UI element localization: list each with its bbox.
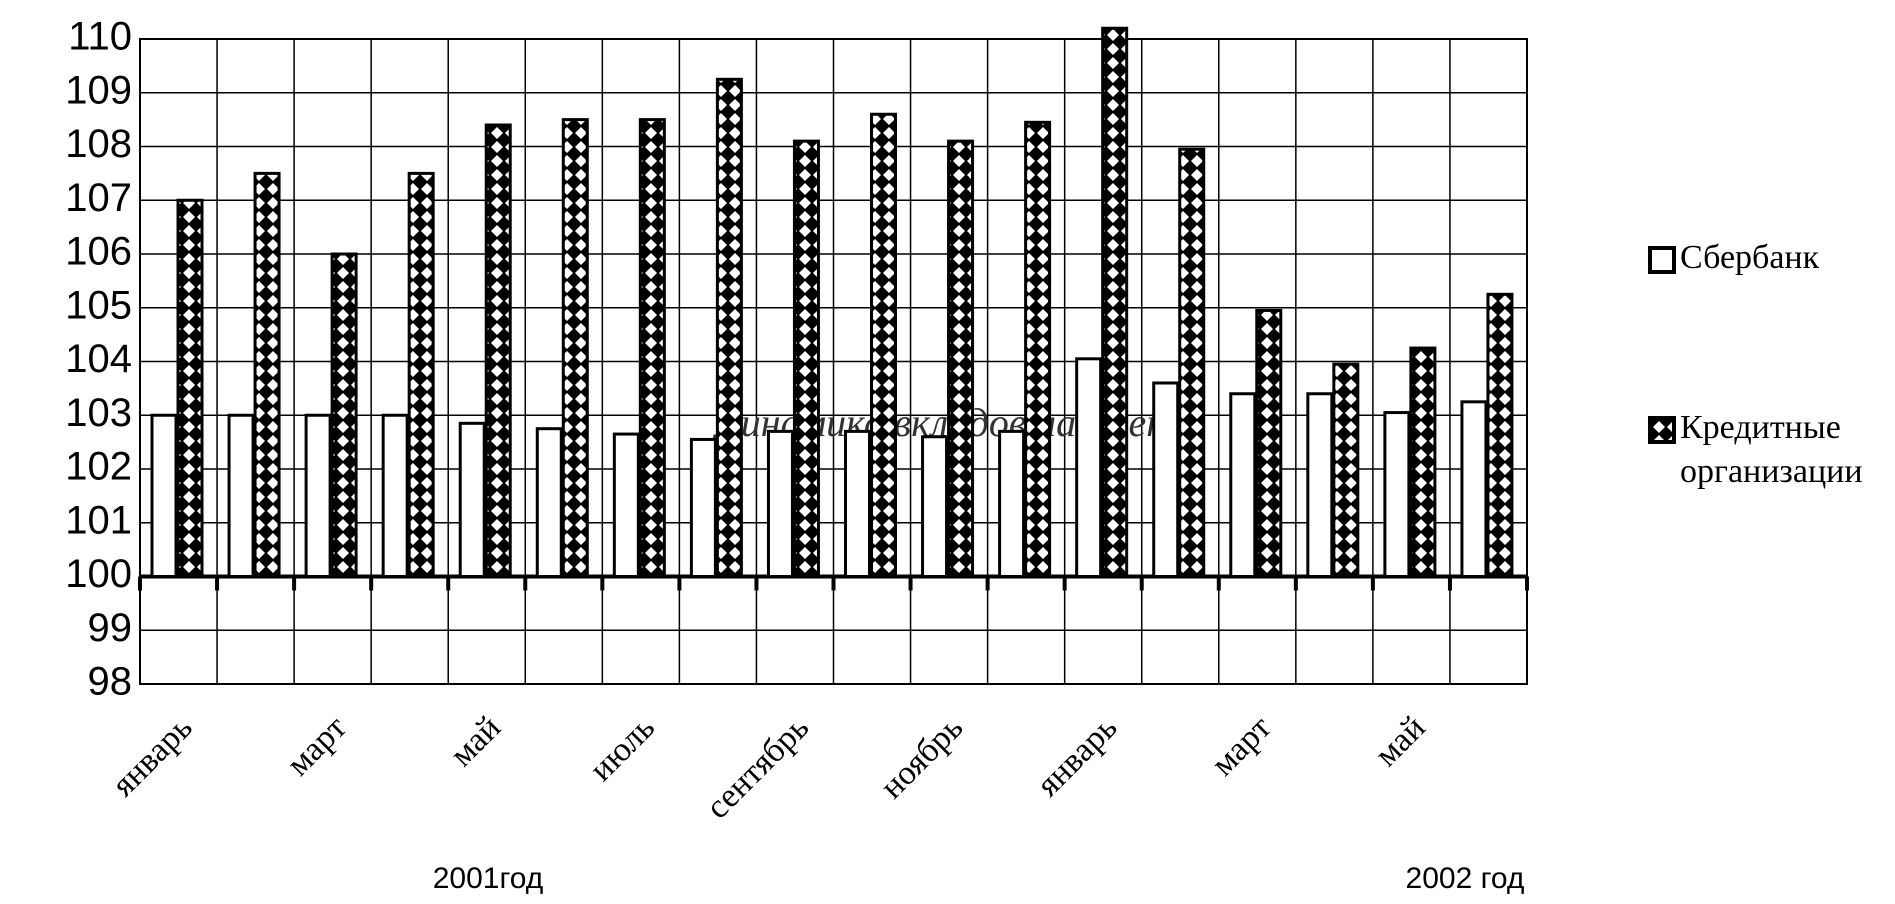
legend-swatch — [1648, 416, 1676, 444]
x-tick-label: март — [1204, 709, 1278, 783]
bar — [381, 413, 409, 578]
bar — [150, 413, 178, 578]
x-tick-label: март — [280, 709, 354, 783]
bar — [1024, 120, 1052, 578]
bar — [1255, 308, 1283, 578]
legend-label: Кредитные организации — [1680, 409, 1863, 490]
y-tick-label: 109 — [65, 68, 132, 112]
bar — [304, 413, 332, 578]
y-tick-label: 101 — [65, 498, 132, 542]
y-tick-label: 98 — [88, 660, 133, 704]
legend-label: Сбербанк — [1680, 239, 1820, 276]
bar — [689, 437, 717, 578]
bar — [766, 429, 794, 578]
legend-swatch — [1648, 246, 1676, 274]
y-tick-label: 110 — [68, 15, 132, 59]
bar — [792, 139, 820, 578]
bar — [330, 252, 358, 578]
bar — [1152, 381, 1180, 578]
x-tick-label: январь — [1030, 709, 1125, 804]
bar — [176, 198, 204, 578]
x-tick-label: май — [443, 709, 508, 774]
y-tick-label: 105 — [65, 283, 132, 327]
y-tick-label: 99 — [88, 606, 133, 650]
bar — [998, 429, 1026, 578]
y-tick-label: 108 — [65, 122, 132, 166]
x-tick-label: сентябрь — [699, 709, 816, 826]
bar — [227, 413, 255, 578]
y-tick-label: 106 — [65, 230, 132, 274]
bar — [612, 432, 640, 578]
annotation: 2002 год — [1406, 862, 1525, 895]
x-tick-label: май — [1368, 709, 1433, 774]
bar — [1075, 357, 1103, 578]
bar — [921, 435, 949, 578]
bar — [715, 77, 743, 578]
bar — [561, 118, 589, 578]
bar — [1178, 147, 1206, 578]
x-tick-label: июль — [583, 709, 662, 788]
bar — [407, 171, 435, 578]
bar — [484, 123, 512, 578]
bar — [1229, 392, 1257, 578]
bar — [1460, 400, 1488, 578]
y-tick-label: 103 — [65, 391, 132, 435]
bar — [1101, 26, 1129, 578]
y-tick-label: 104 — [65, 337, 132, 381]
y-tick-label: 102 — [65, 445, 132, 489]
x-tick-label: январь — [105, 709, 200, 804]
bar — [870, 112, 897, 578]
x-tick-label: ноябрь — [873, 709, 970, 806]
bar — [1383, 411, 1411, 578]
bar — [1306, 392, 1334, 578]
y-tick-label: 100 — [65, 552, 132, 596]
bar — [1486, 292, 1514, 578]
bar — [1409, 346, 1437, 578]
bar — [535, 427, 563, 578]
bar — [458, 421, 486, 578]
bar — [638, 118, 666, 578]
y-tick-label: 107 — [65, 176, 132, 220]
bar — [947, 139, 975, 578]
bar — [253, 171, 281, 578]
bar — [844, 429, 871, 578]
bar — [1332, 362, 1360, 578]
annotation: 2001год — [433, 862, 544, 895]
